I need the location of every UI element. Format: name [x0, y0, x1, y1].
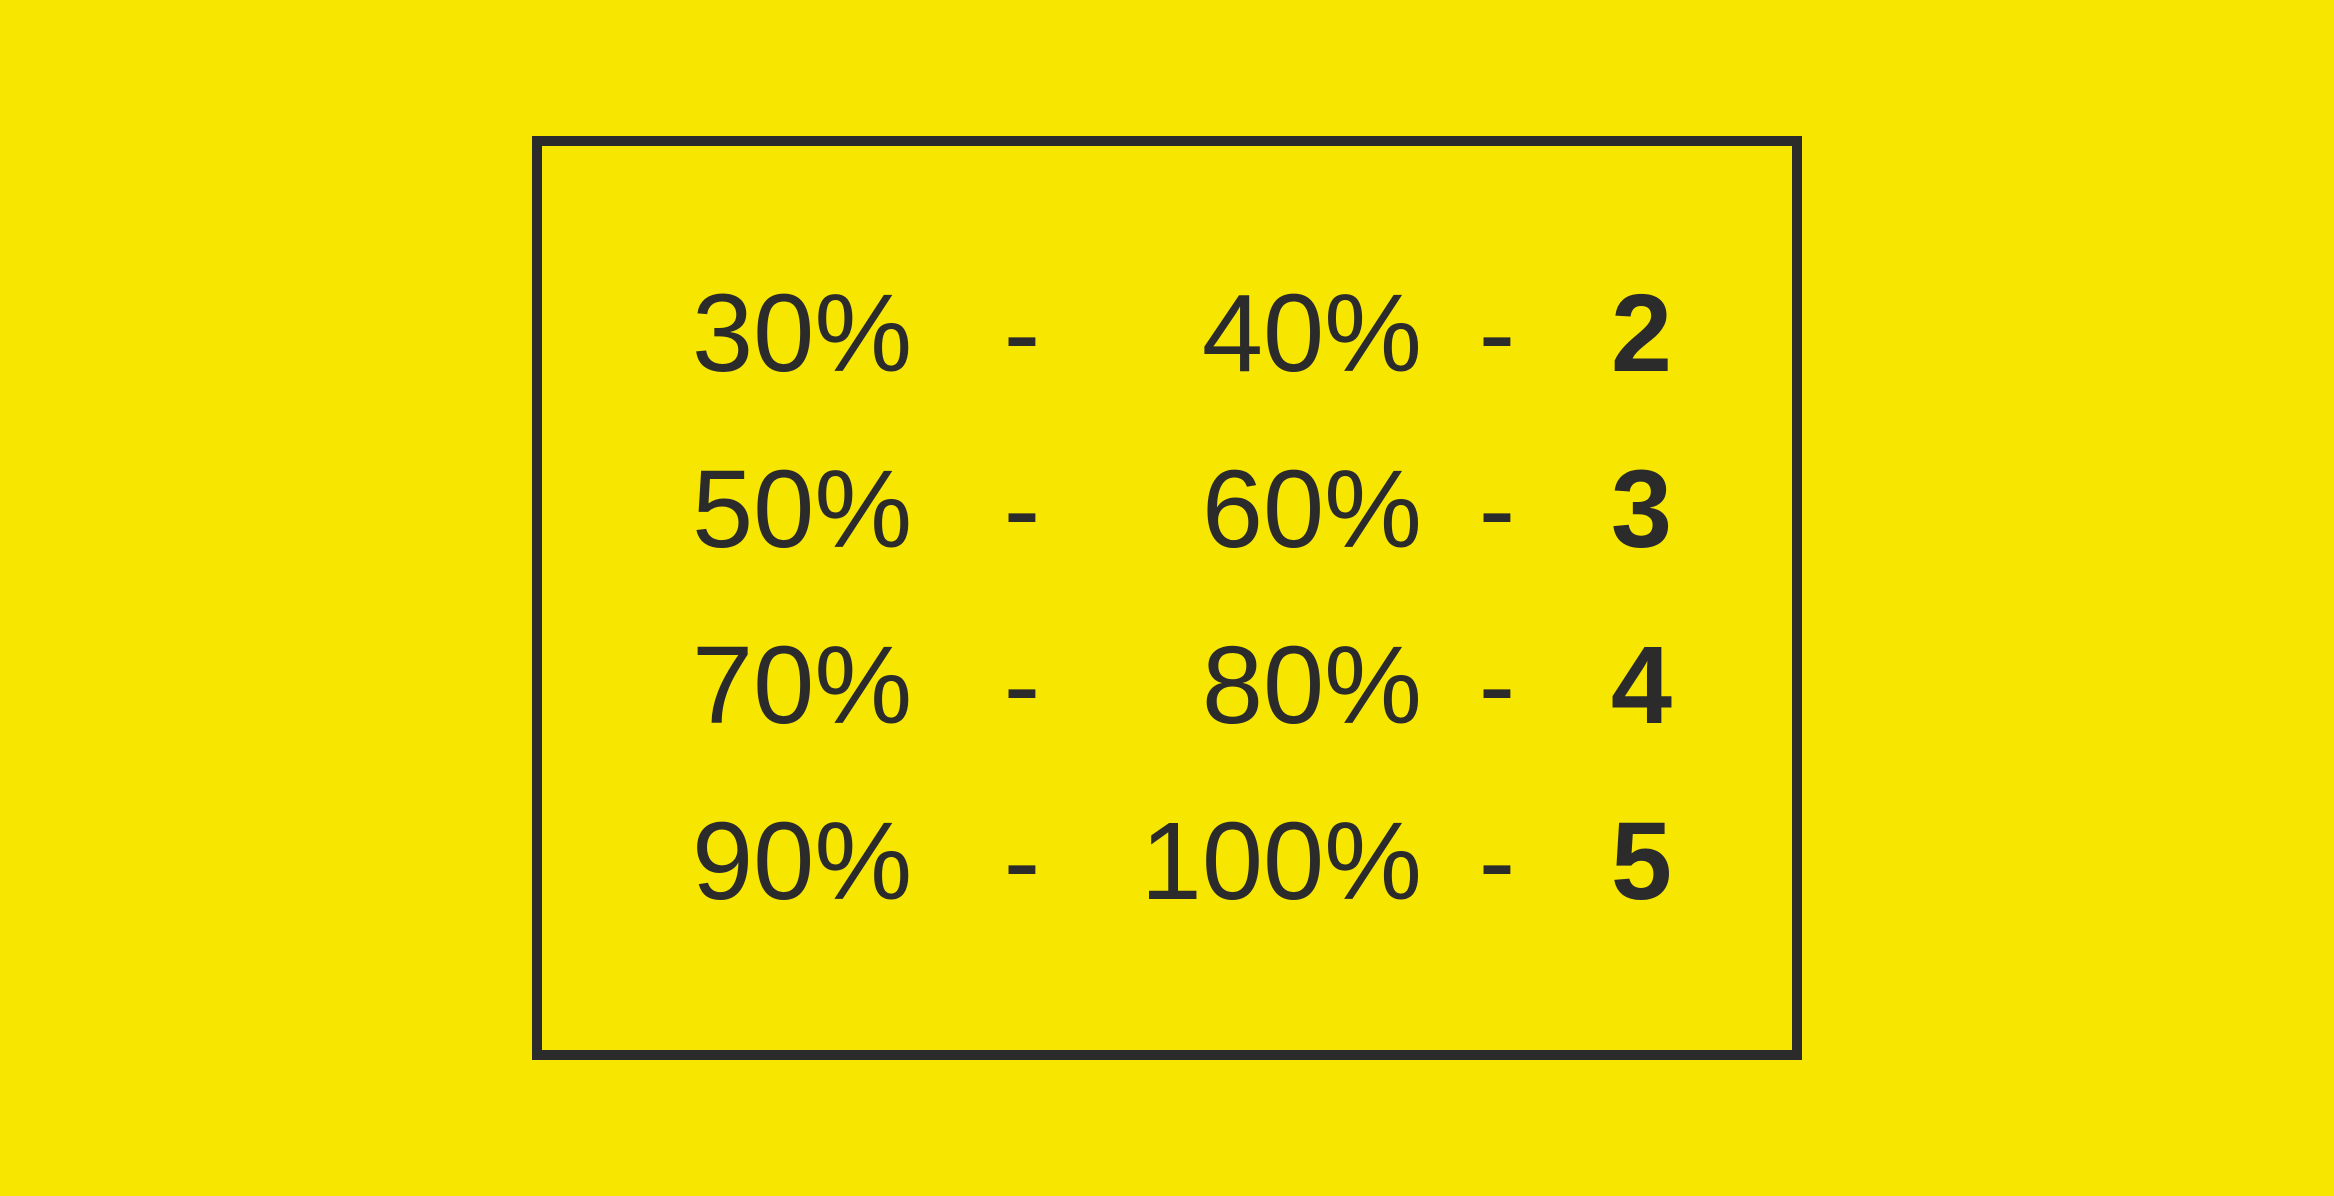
range-low: 70% — [692, 598, 982, 774]
range-low: 50% — [692, 422, 982, 598]
grade-value: 2 — [1572, 246, 1672, 422]
range-high: 100% — [1062, 774, 1422, 950]
range-low: 90% — [692, 774, 982, 950]
range-sep: - — [982, 422, 1062, 598]
value-sep: - — [1422, 598, 1572, 774]
range-sep: - — [982, 774, 1062, 950]
value-sep: - — [1422, 422, 1572, 598]
table-row: 30% - 40% - 2 — [692, 246, 1672, 422]
grading-scale-box: 30% - 40% - 2 50% - 60% - 3 70% - 80% - … — [532, 136, 1802, 1060]
grade-value: 4 — [1572, 598, 1672, 774]
value-sep: - — [1422, 774, 1572, 950]
range-high: 80% — [1062, 598, 1422, 774]
range-sep: - — [982, 246, 1062, 422]
table-row: 50% - 60% - 3 — [692, 422, 1672, 598]
range-low: 30% — [692, 246, 982, 422]
grade-value: 5 — [1572, 774, 1672, 950]
range-sep: - — [982, 598, 1062, 774]
grade-value: 3 — [1572, 422, 1672, 598]
value-sep: - — [1422, 246, 1572, 422]
table-row: 90% - 100% - 5 — [692, 774, 1672, 950]
range-high: 60% — [1062, 422, 1422, 598]
range-high: 40% — [1062, 246, 1422, 422]
table-row: 70% - 80% - 4 — [692, 598, 1672, 774]
